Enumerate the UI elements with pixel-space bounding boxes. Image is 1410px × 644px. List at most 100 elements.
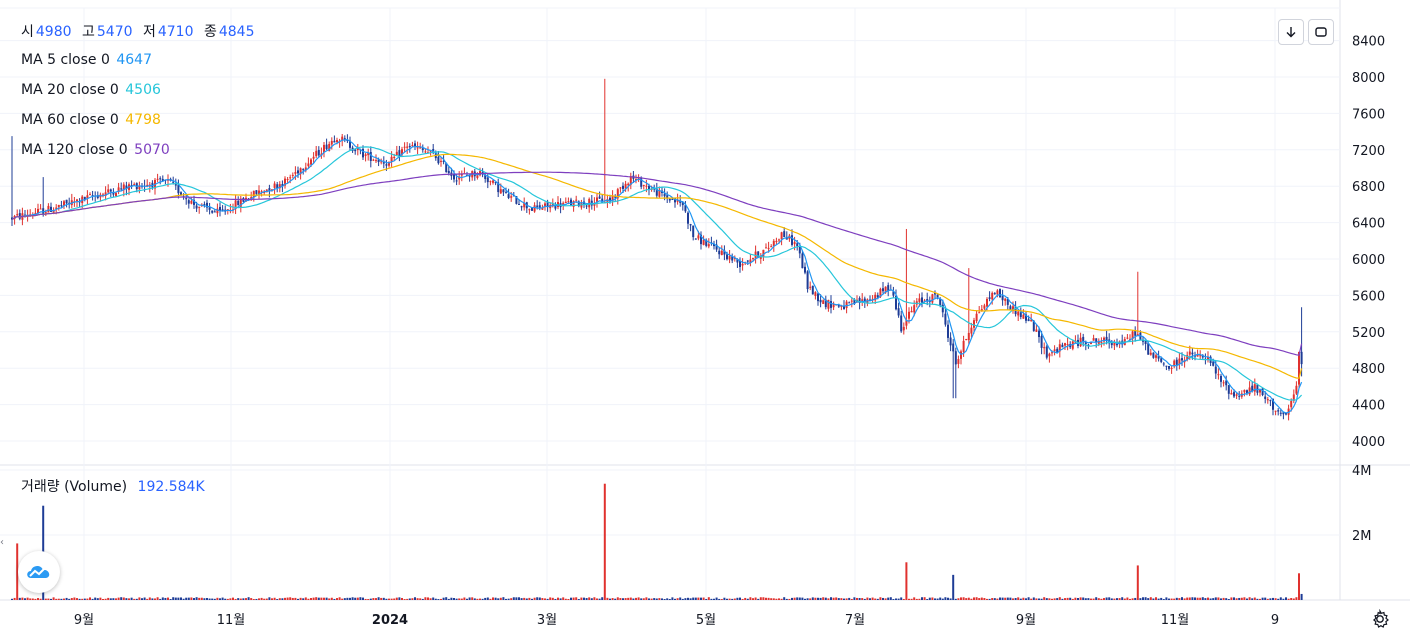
ma20-legend[interactable]: MA 20 close 0 4506 bbox=[21, 81, 161, 99]
volume-bar bbox=[861, 598, 864, 600]
volume-bar bbox=[289, 597, 292, 600]
volume-bar bbox=[804, 598, 806, 600]
gear-icon[interactable] bbox=[1370, 609, 1390, 629]
candle-body bbox=[728, 256, 731, 260]
volume-bar bbox=[895, 598, 897, 600]
candle-body bbox=[564, 201, 567, 204]
volume-bar bbox=[169, 599, 172, 600]
candle-body bbox=[333, 140, 336, 143]
candle-body bbox=[455, 180, 458, 182]
volume-bar bbox=[622, 598, 624, 600]
candle-body bbox=[1292, 394, 1295, 401]
price-tick-label: 7600 bbox=[1352, 107, 1385, 122]
ma5-legend[interactable]: MA 5 close 0 4647 bbox=[21, 51, 152, 69]
tradingview-cloud-icon[interactable] bbox=[18, 551, 60, 593]
volume-bar bbox=[1103, 598, 1105, 600]
ma-line-120 bbox=[11, 171, 1303, 356]
candle-body bbox=[401, 149, 403, 155]
candle-body bbox=[965, 338, 968, 341]
time-tick-label: 3월 bbox=[537, 613, 557, 628]
candle-body bbox=[1181, 358, 1183, 361]
candle-body bbox=[843, 305, 845, 310]
candle-body bbox=[50, 206, 52, 212]
volume-bar bbox=[778, 598, 780, 600]
collapse-arrow-icon[interactable]: ‹ bbox=[0, 537, 4, 548]
candle-body bbox=[949, 337, 952, 346]
download-arrow-icon[interactable] bbox=[1278, 19, 1304, 45]
ma60-legend[interactable]: MA 60 close 0 4798 bbox=[21, 111, 161, 129]
volume-bar bbox=[174, 597, 177, 600]
volume-bar bbox=[546, 598, 549, 600]
time-tick-label: 7월 bbox=[845, 613, 865, 628]
candle-body bbox=[263, 191, 266, 194]
volume-legend[interactable]: 거래량 (Volume) 192.584K bbox=[21, 478, 205, 496]
volume-bar bbox=[840, 598, 843, 600]
volume-bar bbox=[583, 597, 585, 600]
grid-lines bbox=[0, 0, 1410, 601]
candle-body bbox=[1134, 330, 1137, 336]
candle-body bbox=[869, 299, 871, 301]
volume-bar bbox=[102, 598, 104, 600]
volume-bar bbox=[1045, 598, 1048, 600]
volume-bar bbox=[1040, 598, 1043, 600]
candle-body bbox=[629, 176, 632, 185]
candle-body bbox=[962, 340, 965, 352]
volume-value: 192.584K bbox=[137, 479, 205, 495]
volume-bar bbox=[658, 598, 661, 600]
time-tick-label: 2024 bbox=[372, 613, 408, 628]
candle-body bbox=[494, 182, 497, 184]
volume-bar bbox=[801, 597, 804, 600]
volume-bar bbox=[598, 598, 601, 600]
candle-body bbox=[507, 194, 510, 198]
time-tick-label: 9월 bbox=[1016, 613, 1036, 628]
candle-body bbox=[1272, 398, 1274, 410]
candle-body bbox=[406, 146, 409, 148]
volume-bar bbox=[663, 598, 666, 600]
volume-bar bbox=[1165, 597, 1168, 600]
candle-body bbox=[1001, 295, 1004, 301]
candle-body bbox=[528, 209, 531, 211]
volume-bar bbox=[86, 598, 89, 600]
volume-bar bbox=[650, 598, 653, 600]
fullscreen-icon[interactable] bbox=[1308, 19, 1334, 45]
candle-body bbox=[380, 161, 383, 163]
volume-bar bbox=[276, 599, 279, 600]
volume-bar bbox=[1092, 598, 1095, 600]
candle-body bbox=[718, 250, 721, 255]
price-tick-label: 8000 bbox=[1352, 71, 1385, 86]
volume-bar bbox=[835, 597, 838, 600]
volume-bar bbox=[1134, 597, 1137, 600]
candle-body bbox=[1212, 361, 1215, 366]
ma120-legend[interactable]: MA 120 close 0 5070 bbox=[21, 141, 170, 159]
volume-bar bbox=[312, 597, 315, 600]
volume-bar bbox=[499, 597, 502, 600]
volume-bar bbox=[96, 598, 99, 600]
volume-bar bbox=[203, 598, 206, 600]
candle-body bbox=[502, 189, 505, 193]
candle-body bbox=[624, 183, 627, 189]
price-tick-label: 6000 bbox=[1352, 253, 1385, 268]
volume-bar bbox=[858, 598, 861, 600]
candle-body bbox=[133, 184, 136, 186]
volume-bar bbox=[200, 597, 203, 600]
volume-bar bbox=[297, 598, 299, 600]
candle-body bbox=[1045, 346, 1048, 358]
volume-bar bbox=[941, 598, 944, 600]
volume-bar bbox=[518, 597, 520, 600]
volume-bar bbox=[590, 598, 593, 600]
candle-body bbox=[55, 207, 58, 209]
candle-body bbox=[614, 196, 617, 198]
volume-bar bbox=[629, 597, 632, 600]
volume-bar bbox=[263, 598, 266, 600]
volume-bar bbox=[809, 598, 812, 600]
volume-bar bbox=[206, 597, 208, 600]
candle-body bbox=[905, 319, 908, 326]
volume-bar bbox=[952, 574, 955, 600]
volume-bar bbox=[1186, 597, 1189, 600]
candle-body bbox=[653, 188, 656, 190]
candle-body bbox=[1144, 340, 1147, 345]
candle-body bbox=[837, 304, 840, 307]
volume-bar bbox=[315, 597, 318, 600]
volume-bar bbox=[1051, 598, 1053, 600]
